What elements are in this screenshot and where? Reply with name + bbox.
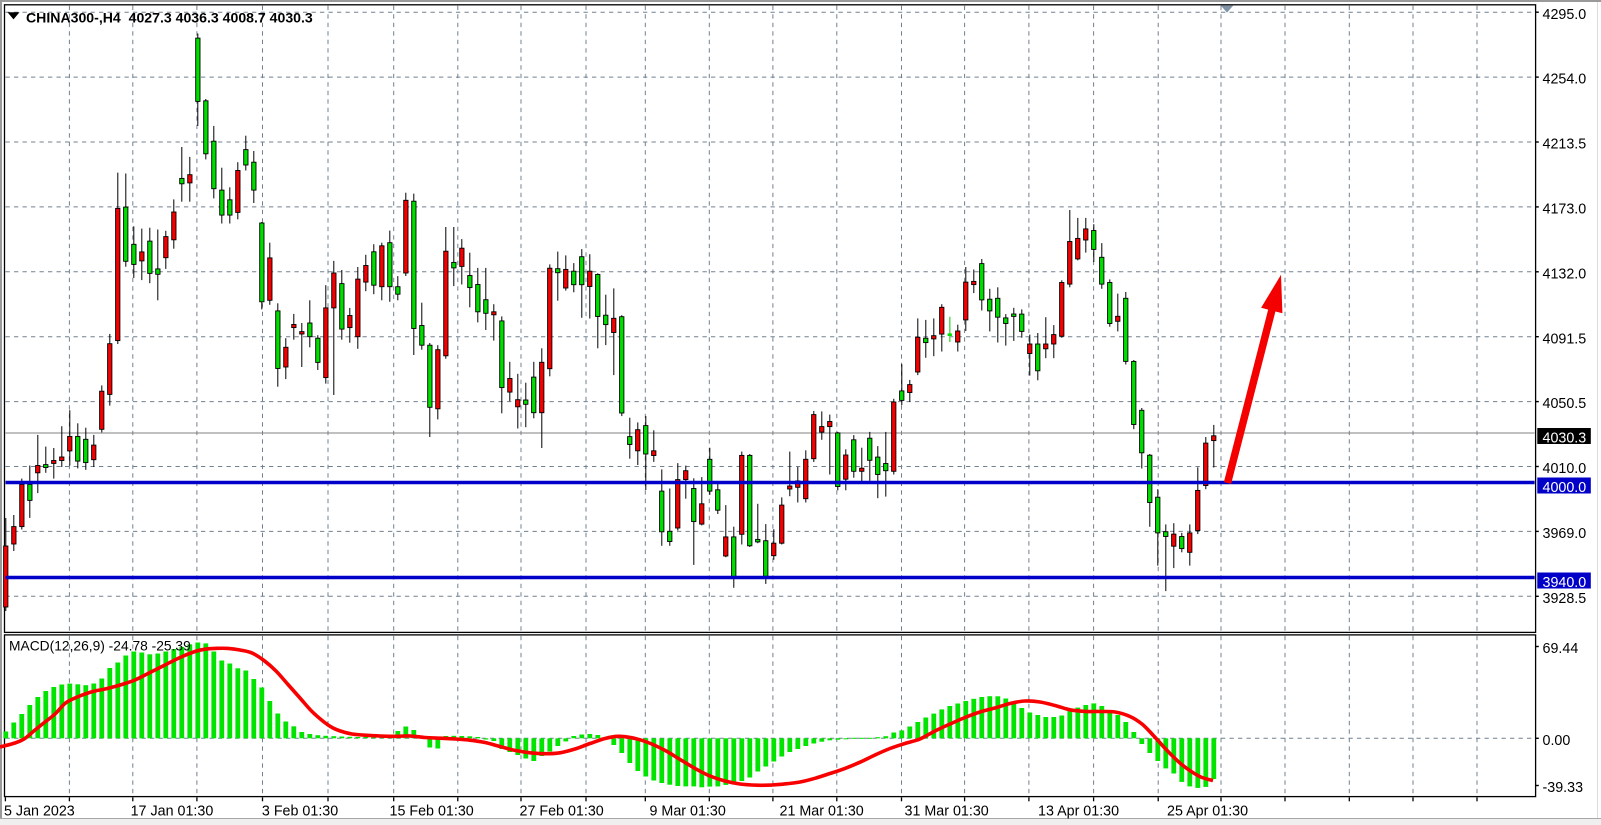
svg-text:MACD(12,26,9) -24.78 -25.39: MACD(12,26,9) -24.78 -25.39 — [9, 639, 191, 654]
svg-text:31 Mar 01:30: 31 Mar 01:30 — [905, 804, 989, 820]
svg-text:21 Mar 01:30: 21 Mar 01:30 — [780, 804, 864, 820]
svg-text:4254.0: 4254.0 — [1543, 72, 1587, 88]
svg-text:5 Jan 2023: 5 Jan 2023 — [4, 804, 75, 820]
svg-text:0.00: 0.00 — [1543, 733, 1571, 749]
svg-text:13 Apr 01:30: 13 Apr 01:30 — [1038, 804, 1119, 820]
svg-text:17 Jan 01:30: 17 Jan 01:30 — [131, 804, 214, 820]
svg-text:4010.0: 4010.0 — [1543, 461, 1587, 477]
svg-text:9 Mar 01:30: 9 Mar 01:30 — [650, 804, 726, 820]
svg-text:3 Feb 01:30: 3 Feb 01:30 — [262, 804, 338, 820]
svg-text:4030.3: 4030.3 — [1543, 431, 1587, 447]
svg-text:27 Feb 01:30: 27 Feb 01:30 — [520, 804, 604, 820]
svg-text:4050.5: 4050.5 — [1543, 396, 1587, 412]
svg-text:4173.0: 4173.0 — [1543, 202, 1587, 218]
svg-text:4295.0: 4295.0 — [1543, 7, 1587, 23]
svg-text:4132.0: 4132.0 — [1543, 266, 1587, 282]
svg-text:4000.0: 4000.0 — [1543, 480, 1587, 496]
svg-text:-39.33: -39.33 — [1543, 780, 1584, 796]
svg-text:CHINA300-,H4 4027.3 4036.3 40: CHINA300-,H4 4027.3 4036.3 4008.7 4030.3 — [26, 9, 313, 25]
svg-text:4213.5: 4213.5 — [1543, 137, 1587, 153]
svg-text:3928.5: 3928.5 — [1543, 591, 1587, 607]
svg-text:3969.0: 3969.0 — [1543, 526, 1587, 542]
svg-text:3940.0: 3940.0 — [1543, 575, 1587, 591]
svg-text:69.44: 69.44 — [1543, 641, 1579, 657]
svg-text:25 Apr 01:30: 25 Apr 01:30 — [1167, 804, 1248, 820]
svg-text:15 Feb 01:30: 15 Feb 01:30 — [390, 804, 474, 820]
svg-text:4091.5: 4091.5 — [1543, 331, 1587, 347]
